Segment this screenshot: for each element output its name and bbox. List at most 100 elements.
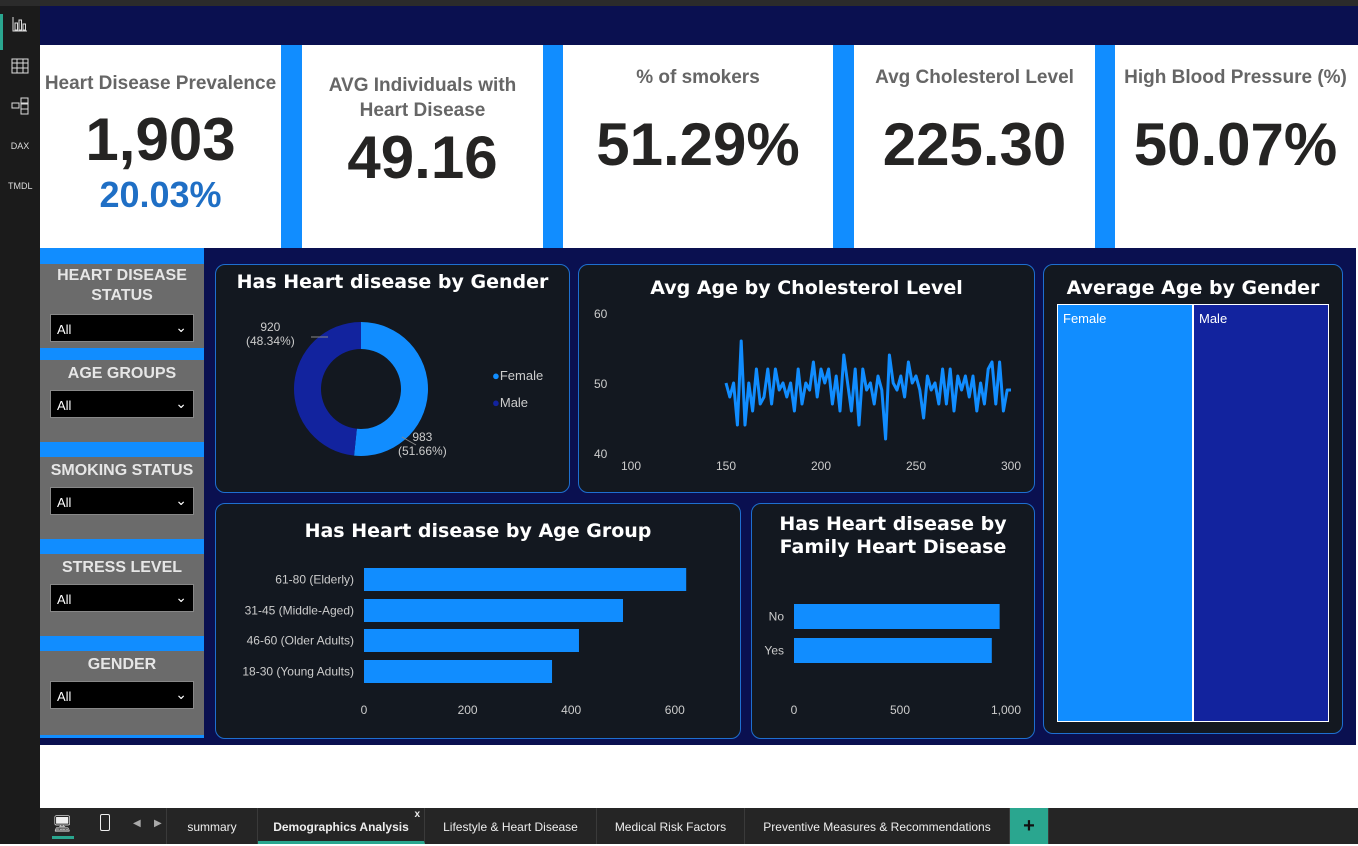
model-view-icon[interactable] bbox=[8, 94, 32, 118]
treemap-tile-male[interactable]: Male bbox=[1193, 304, 1329, 722]
kpi-title: AVG Individuals with Heart Disease bbox=[328, 75, 517, 121]
table-view-icon[interactable] bbox=[8, 54, 32, 78]
slicer-label: SMOKING STATUS bbox=[50, 462, 194, 479]
y-tick-label: 60 bbox=[594, 307, 608, 321]
data-label-male: 920 (48.34%) bbox=[246, 320, 295, 348]
active-indicator bbox=[52, 836, 74, 839]
cholesterol-line-chart: Avg Age by Cholesterol Level 60 50 40 100 15… bbox=[578, 264, 1035, 493]
slicer-label: STRESS LEVEL bbox=[61, 559, 183, 576]
x-tick-label: 200 bbox=[458, 703, 478, 717]
chart-title: Has Heart disease by Gender bbox=[236, 271, 549, 293]
slicer-age-groups: AGE GROUPS All ⌄ bbox=[40, 360, 204, 442]
chart-title: Avg Age by Cholesterol Level bbox=[650, 277, 963, 299]
card-divider bbox=[1095, 45, 1115, 248]
slicer-gender: GENDER All ⌄ bbox=[40, 651, 204, 735]
x-tick-label: 100 bbox=[621, 459, 641, 473]
treemap-tile-female[interactable]: Female bbox=[1057, 304, 1193, 722]
kpi-title: High Blood Pressure (%) bbox=[1124, 67, 1347, 88]
bar bbox=[364, 660, 553, 683]
y-tick-label: 40 bbox=[594, 447, 608, 461]
y-tick-label: 50 bbox=[594, 377, 608, 391]
active-indicator bbox=[0, 14, 3, 50]
tmdl-view-icon[interactable]: TMDL bbox=[8, 181, 33, 191]
slicer-panel: HEART DISEASE STATUS All ⌄ AGE GROUPS All… bbox=[40, 248, 204, 738]
category-label: Yes bbox=[764, 644, 784, 658]
tab-demographics-analysis[interactable]: Demographics Analysis x bbox=[258, 808, 425, 844]
gender-donut-chart: Has Heart disease by Gender 920 (48.34%) … bbox=[215, 264, 570, 493]
x-tick-label: 0 bbox=[361, 703, 368, 717]
bar bbox=[364, 629, 579, 652]
category-label: 46-60 (Older Adults) bbox=[247, 634, 354, 648]
slicer-heart-disease-status: HEART DISEASE STATUS All ⌄ bbox=[40, 264, 204, 348]
kpi-cholesterol: Avg Cholesterol Level 225.30 bbox=[854, 45, 1095, 248]
bar bbox=[794, 604, 1000, 629]
desktop-view-icon[interactable]: 🖥 bbox=[52, 816, 73, 833]
add-page-button[interactable]: + bbox=[1010, 808, 1049, 844]
slicer-label: HEART DISEASE STATUS bbox=[57, 267, 187, 304]
family-history-bar-chart: Has Heart disease by Family Heart Diseas… bbox=[751, 503, 1035, 739]
age-group-bar-chart: Has Heart disease by Age Group 61-80 (El… bbox=[215, 503, 741, 739]
chart-title: Has Heart disease by Age Group bbox=[304, 520, 652, 542]
slicer-value: All bbox=[57, 398, 72, 413]
line-series bbox=[724, 339, 1011, 441]
chevron-down-icon: ⌄ bbox=[175, 686, 187, 702]
data-label-female: 983 (51.66%) bbox=[398, 430, 447, 458]
tab-preventive-measures[interactable]: Preventive Measures & Recommendations bbox=[745, 808, 1010, 844]
x-tick-label: 0 bbox=[791, 703, 798, 717]
tab-lifestyle-heart-disease[interactable]: Lifestyle & Heart Disease bbox=[425, 808, 597, 844]
bar-svg: No Yes 0 500 1,000 bbox=[764, 604, 1021, 717]
close-tab-icon[interactable]: x bbox=[414, 809, 420, 820]
card-divider bbox=[281, 45, 302, 248]
kpi-title: % of smokers bbox=[636, 67, 760, 88]
header-banner bbox=[40, 6, 1358, 45]
slicer-dropdown[interactable]: All ⌄ bbox=[50, 584, 194, 612]
slicer-stress-level: STRESS LEVEL All ⌄ bbox=[40, 554, 204, 636]
chevron-down-icon: ⌄ bbox=[175, 319, 187, 335]
kpi-value: 49.16 bbox=[347, 124, 498, 191]
report-view-icon[interactable] bbox=[8, 12, 32, 36]
kpi-title: Avg Cholesterol Level bbox=[875, 67, 1074, 88]
tab-summary[interactable]: summary bbox=[166, 808, 258, 844]
category-label: 61-80 (Elderly) bbox=[275, 573, 354, 587]
kpi-value: 1,903 bbox=[85, 106, 236, 173]
view-switcher-sidebar: DAX TMDL bbox=[0, 6, 40, 844]
x-tick-label: 250 bbox=[906, 459, 926, 473]
chevron-down-icon: ⌄ bbox=[175, 492, 187, 508]
card-divider bbox=[543, 45, 563, 248]
donut-slice-female bbox=[354, 322, 429, 456]
card-divider bbox=[833, 45, 854, 248]
slicer-value: All bbox=[57, 495, 72, 510]
tab-medical-risk-factors[interactable]: Medical Risk Factors bbox=[597, 808, 745, 844]
kpi-avg-individuals: AVG Individuals with Heart Disease 49.16 bbox=[302, 45, 543, 248]
donut-slice-male bbox=[294, 322, 361, 456]
kpi-heart-disease-prevalence: Heart Disease Prevalence 1,903 20.03% bbox=[40, 45, 281, 248]
legend-item-male[interactable]: ●Male bbox=[492, 395, 529, 410]
slicer-dropdown[interactable]: All ⌄ bbox=[50, 314, 194, 342]
slicer-dropdown[interactable]: All ⌄ bbox=[50, 487, 194, 515]
kpi-title: Heart Disease Prevalence bbox=[44, 73, 277, 94]
slicer-dropdown[interactable]: All ⌄ bbox=[50, 390, 194, 418]
mobile-view-icon[interactable] bbox=[100, 814, 110, 831]
slicer-value: All bbox=[57, 689, 72, 704]
dax-query-icon[interactable]: DAX bbox=[10, 141, 30, 151]
x-tick-label: 200 bbox=[811, 459, 831, 473]
bar bbox=[794, 638, 992, 663]
x-tick-label: 600 bbox=[665, 703, 685, 717]
x-tick-label: 500 bbox=[890, 703, 910, 717]
kpi-value: 51.29% bbox=[596, 111, 800, 178]
chart-title: Has Heart disease by Family Heart Diseas… bbox=[779, 513, 1007, 558]
x-tick-label: 150 bbox=[716, 459, 736, 473]
kpi-smokers: % of smokers 51.29% bbox=[563, 45, 833, 248]
slicer-label: AGE GROUPS bbox=[67, 365, 177, 382]
slicer-smoking-status: SMOKING STATUS All ⌄ bbox=[40, 457, 204, 539]
slicer-value: All bbox=[57, 592, 72, 607]
chevron-down-icon: ⌄ bbox=[175, 395, 187, 411]
leader-line bbox=[401, 436, 417, 446]
bar bbox=[364, 599, 623, 622]
legend-item-female[interactable]: ●Female bbox=[492, 368, 544, 383]
scroll-right-icon[interactable]: ▶ bbox=[154, 818, 162, 829]
slicer-dropdown[interactable]: All ⌄ bbox=[50, 681, 194, 709]
kpi-high-blood-pressure: High Blood Pressure (%) 50.07% bbox=[1115, 45, 1356, 248]
chevron-down-icon: ⌄ bbox=[175, 589, 187, 605]
scroll-left-icon[interactable]: ◀ bbox=[133, 818, 141, 829]
